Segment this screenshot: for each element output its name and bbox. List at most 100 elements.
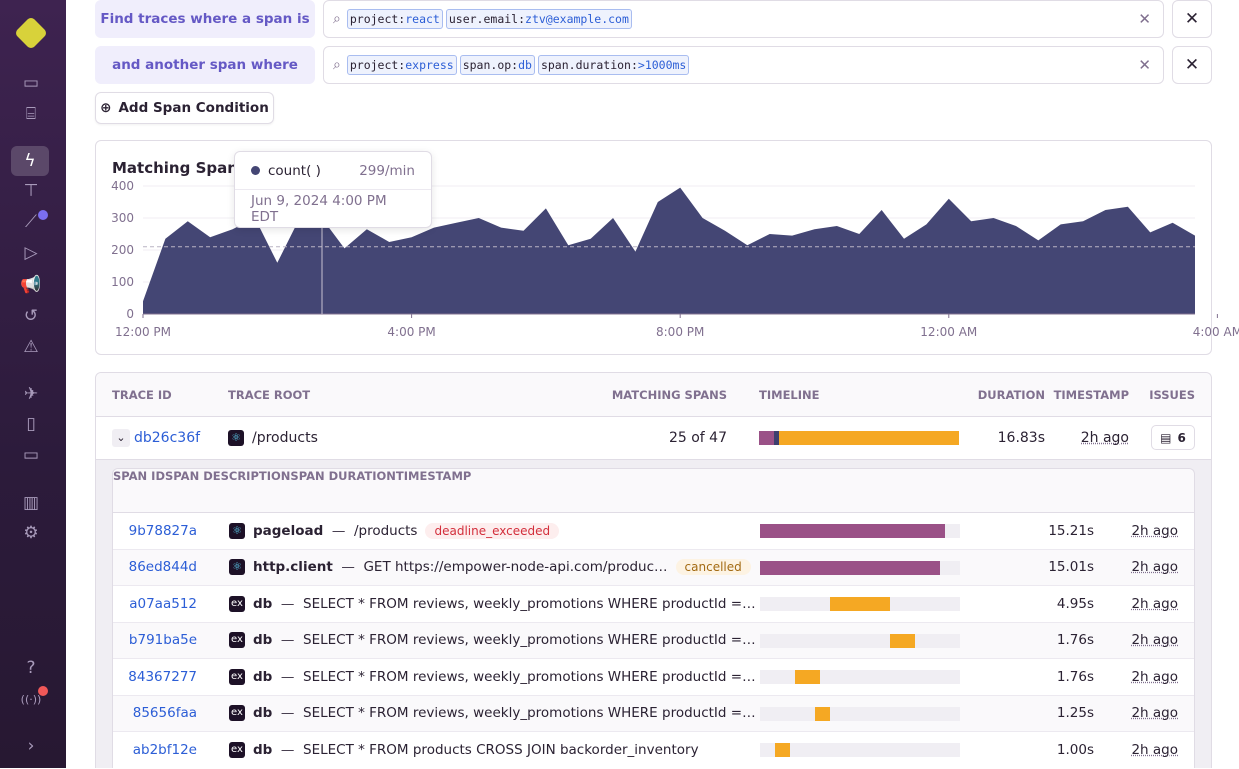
filter-token[interactable]: span.op:db	[459, 54, 535, 75]
filter-token[interactable]: span.duration:>1000ms	[537, 54, 690, 75]
timeline-segment	[774, 431, 779, 445]
column-header[interactable]: TIMELINE	[759, 387, 820, 402]
token-value: react	[405, 11, 440, 26]
span-description: /products	[353, 522, 418, 539]
expand-icon[interactable]: ›	[27, 736, 35, 756]
remove-condition-button[interactable]: ✕	[1172, 0, 1212, 38]
token-key: span.duration:	[540, 57, 638, 72]
help-icon[interactable]: ?	[26, 658, 36, 678]
span-duration: 1.76s	[1056, 668, 1094, 685]
status-badge: deadline_exceeded	[425, 522, 560, 539]
spans-header: SPAN IDSPAN DESCRIPTIONSPAN DURATIONTIME…	[113, 469, 1194, 513]
express-icon: ex	[229, 742, 245, 759]
column-header[interactable]: MATCHING SPANS	[611, 387, 727, 402]
y-tick-label: 300	[111, 211, 134, 225]
span-bar	[830, 597, 890, 611]
span-timeline	[760, 560, 960, 575]
trace-id-link[interactable]: db26c36f	[134, 430, 201, 446]
add-span-condition-button[interactable]: ⊕ Add Span Condition	[95, 92, 274, 124]
span-row[interactable]: 86ed844d ⚛ http.client — GET https://empo…	[113, 549, 1194, 586]
chevron-down-icon[interactable]: ⌄	[112, 429, 130, 447]
y-tick-label: 200	[111, 243, 134, 257]
y-tick-label: 0	[126, 307, 134, 321]
area-chart[interactable]: 0 100 200 300 400 12:00 PM 4:00 PM 8:00 PM 12:00…	[0, 0, 1239, 360]
span-id-link[interactable]: 84367277	[128, 668, 197, 685]
span-timeline	[760, 597, 960, 611]
span-search-2[interactable]: ⌕ project:express span.op:db span.duration:…	[323, 46, 1164, 84]
y-tick-label: 100	[111, 275, 134, 289]
settings-icon[interactable]: ⚙	[23, 523, 39, 543]
span-duration: 1.76s	[1056, 632, 1094, 649]
filter-token[interactable]: user.email:ztv@example.com	[445, 8, 632, 29]
span-search-1[interactable]: ⌕ project:react user.email:ztv@example.com…	[323, 0, 1164, 38]
discover-icon[interactable]: ✈	[23, 384, 39, 404]
span-op: pageload	[253, 522, 324, 539]
column-header[interactable]: TRACE ID	[112, 387, 172, 402]
span-id-link[interactable]: ab2bf12e	[132, 742, 197, 759]
column-header[interactable]: DURATION	[977, 387, 1045, 402]
query-label-1: Find traces where a span is	[95, 0, 315, 38]
usage-icon[interactable]: ▥	[22, 493, 40, 513]
column-header[interactable]: SPAN DESCRIPTION	[165, 469, 291, 483]
span-row[interactable]: 9b78827a ⚛ pageload — /products deadline_e…	[113, 513, 1194, 550]
column-header[interactable]: SPAN ID	[113, 469, 166, 483]
tooltip-series: count( )	[268, 162, 321, 179]
add-label: Add Span Condition	[118, 100, 269, 116]
span-row[interactable]: b791ba5e ex db — SELECT * FROM reviews, w…	[113, 622, 1194, 659]
x-tick-label: 4:00 AM	[1193, 325, 1239, 339]
projects-icon[interactable]: ⌸	[25, 104, 37, 124]
token-value: >1000ms	[637, 57, 687, 72]
span-id-link[interactable]: 9b78827a	[128, 522, 197, 539]
explore-icon[interactable]: ⊤	[23, 181, 39, 201]
clear-icon[interactable]: ✕	[1138, 56, 1151, 74]
crons-icon[interactable]: ↺	[23, 306, 39, 326]
span-timeline	[760, 524, 960, 538]
span-description: SELECT * FROM reviews, weekly_promotions…	[303, 595, 756, 612]
trace-timestamp: 2h ago	[1080, 430, 1129, 446]
timeline-segment	[759, 431, 774, 445]
span-row[interactable]: a07aa512 ex db — SELECT * FROM reviews, w…	[113, 586, 1194, 623]
dashboards-icon[interactable]: ▯	[26, 414, 36, 434]
stats-icon[interactable]: ▭	[22, 445, 40, 465]
broadcast-icon[interactable]: ((·))	[20, 692, 42, 706]
column-header[interactable]: TRACE ROOT	[228, 387, 311, 402]
spans-table: SPAN IDSPAN DESCRIPTIONSPAN DURATIONTIME…	[112, 468, 1195, 768]
alerts-icon[interactable]: ⚠	[23, 337, 39, 357]
filter-token[interactable]: project:express	[346, 54, 457, 75]
performance-icon[interactable]: ⟋	[25, 212, 37, 232]
sidebar: ▭ ⌸ ϟ ⊤ ⟋ ▷ 📢 ↺ ⚠ ✈ ▯ ▭ ▥ ⚙? ((·)) ›	[0, 0, 66, 768]
span-panel: SPAN IDSPAN DESCRIPTIONSPAN DURATIONTIME…	[96, 459, 1211, 768]
column-header[interactable]: ISSUES	[1149, 387, 1195, 402]
clear-icon[interactable]: ✕	[1138, 10, 1151, 28]
column-header[interactable]: TIMESTAMP	[1053, 387, 1129, 402]
span-bar	[815, 706, 830, 721]
replays-icon[interactable]: ▷	[24, 243, 38, 263]
span-description: SELECT * FROM products CROSS JOIN backor…	[303, 742, 699, 759]
releases-icon[interactable]: 📢	[20, 275, 42, 295]
span-timeline	[760, 670, 960, 684]
remove-condition-button[interactable]: ✕	[1172, 46, 1212, 84]
span-timestamp: 2h ago	[1131, 705, 1178, 722]
span-bar	[890, 633, 915, 648]
column-header[interactable]: SPAN DURATION	[290, 469, 396, 483]
trace-row[interactable]: ⌄ db26c36f ⚛ /products 25 of 47 16.83s 2h…	[96, 417, 1211, 459]
x-tick-label: 4:00 PM	[387, 325, 435, 339]
span-id-link[interactable]: b791ba5e	[128, 632, 197, 649]
issues-button[interactable]: ▤ 6	[1151, 425, 1195, 450]
column-header[interactable]: TIMESTAMP	[395, 469, 472, 483]
span-duration: 15.21s	[1048, 522, 1094, 539]
span-timestamp: 2h ago	[1131, 559, 1178, 576]
span-id-link[interactable]: a07aa512	[129, 595, 197, 612]
issues-icon[interactable]: ▭	[22, 73, 40, 93]
span-row[interactable]: 85656faa ex db — SELECT * FROM reviews, w…	[113, 695, 1194, 732]
tooltip-value: 299/min	[359, 162, 415, 179]
filter-token[interactable]: project:react	[346, 8, 443, 29]
matching-spans: 25 of 47	[668, 430, 727, 446]
span-description: SELECT * FROM reviews, weekly_promotions…	[303, 668, 756, 685]
span-row[interactable]: ab2bf12e ex db — SELECT * FROM products C…	[113, 732, 1194, 769]
span-row[interactable]: 84367277 ex db — SELECT * FROM reviews, w…	[113, 659, 1194, 696]
traces-icon[interactable]: ϟ	[11, 146, 49, 176]
span-id-link[interactable]: 85656faa	[132, 705, 197, 722]
x-tick-label: 8:00 PM	[656, 325, 704, 339]
span-id-link[interactable]: 86ed844d	[128, 559, 197, 576]
